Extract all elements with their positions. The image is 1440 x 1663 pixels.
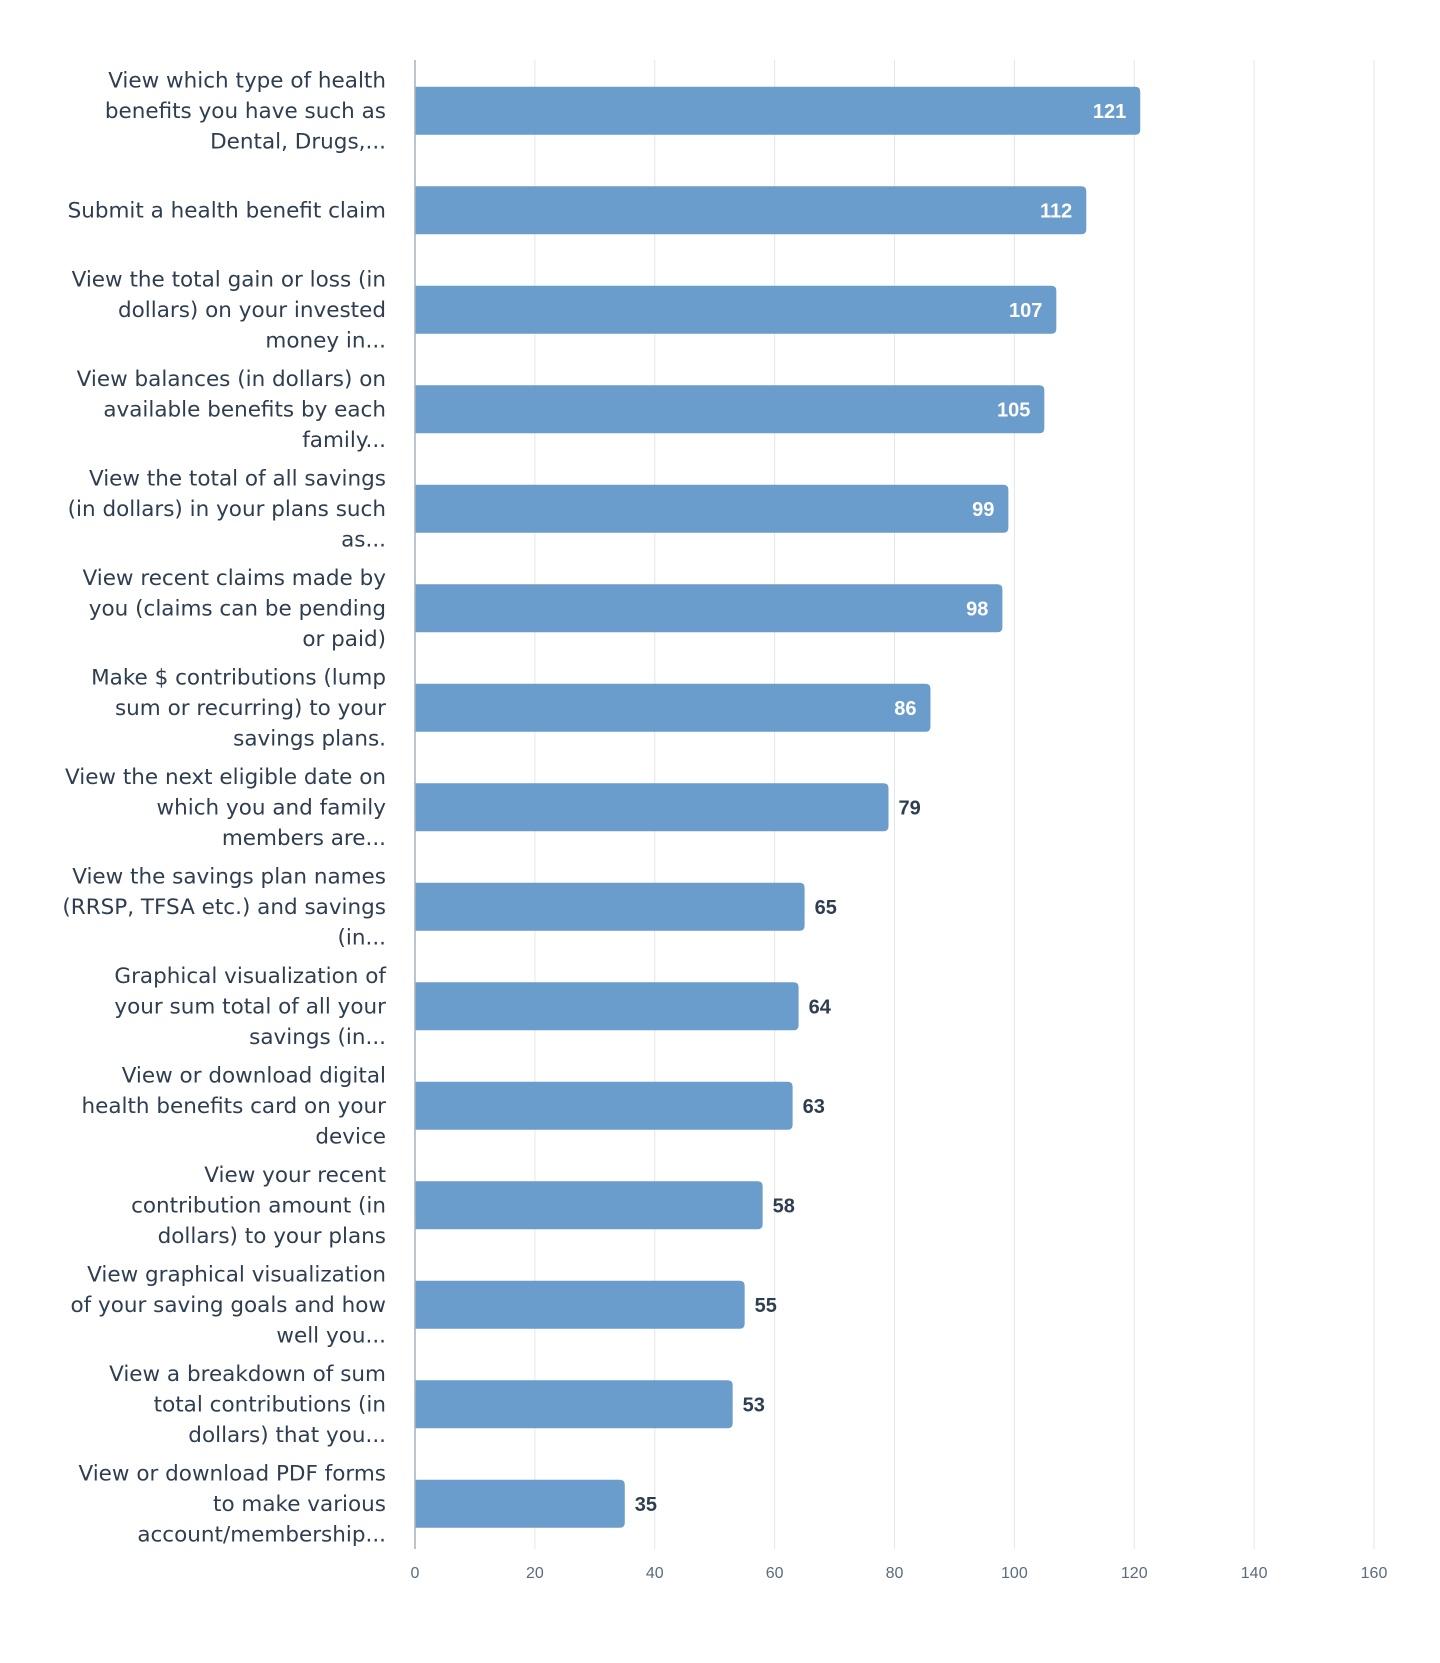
bar: [415, 1479, 625, 1528]
bar: [415, 1380, 733, 1429]
data-label: 112: [1040, 200, 1072, 222]
category-label: View balances (in dollars) on available b…: [77, 367, 386, 453]
x-tick-label: 20: [526, 1565, 544, 1582]
data-label: 86: [894, 698, 916, 720]
category-label: View the savings plan names (RRSP, TFSA e…: [62, 864, 386, 950]
bar: [415, 1181, 763, 1230]
data-label: 53: [743, 1394, 765, 1416]
x-tick-label: 100: [1001, 1565, 1028, 1582]
bar: [415, 484, 1009, 533]
data-label: 35: [635, 1494, 657, 1516]
x-tick-label: 80: [886, 1565, 904, 1582]
category-label: View recent claims made by you (claims ca…: [82, 566, 386, 652]
category-label: View which type of health benefits you ha…: [105, 68, 386, 154]
bar: [415, 285, 1057, 334]
category-label: View the total gain or loss (in dollars) …: [72, 267, 386, 353]
x-tick-label: 160: [1361, 1565, 1388, 1582]
x-tick-label: 0: [411, 1565, 420, 1582]
data-label: 98: [966, 598, 988, 620]
data-label: 121: [1093, 101, 1126, 123]
bar: [415, 385, 1045, 434]
data-label: 105: [997, 399, 1030, 421]
category-label: View your recent contribution amount (in d…: [131, 1163, 386, 1249]
bar: [415, 683, 931, 732]
data-label: 55: [755, 1295, 777, 1317]
category-labels: View which type of health benefits you ha…: [62, 68, 386, 1547]
data-label: 99: [972, 499, 994, 521]
category-label: View the next eligible date on which you …: [65, 765, 386, 851]
data-label: 107: [1009, 300, 1042, 322]
category-label: Graphical visualization of your sum total…: [114, 964, 386, 1050]
bars: [415, 86, 1141, 1528]
x-tick-label: 120: [1121, 1565, 1148, 1582]
x-axis-tick-labels: 0 20 40 60 80 100 120 140 160: [411, 1565, 1388, 1582]
bar: [415, 982, 799, 1031]
bar: [415, 584, 1003, 633]
bar: [415, 186, 1087, 235]
category-label: View the total of all savings (in dollars…: [68, 466, 386, 552]
bar: [415, 1081, 793, 1130]
data-label: 79: [899, 797, 921, 819]
category-label: Submit a health benefit claim: [68, 198, 386, 223]
data-label: 58: [773, 1195, 795, 1217]
category-label: View graphical visualization of your savi…: [70, 1262, 386, 1348]
x-tick-label: 140: [1241, 1565, 1268, 1582]
category-label: View or download PDF forms to make variou…: [78, 1461, 386, 1547]
data-labels: 121 112 107 105 99 98 86 79 65 64 63 58 55 53 35: [635, 101, 1126, 1516]
x-tick-label: 60: [766, 1565, 784, 1582]
data-label: 63: [803, 1096, 825, 1118]
bar: [415, 1280, 745, 1329]
bar: [415, 86, 1141, 135]
bar: [415, 882, 805, 931]
x-tick-label: 40: [646, 1565, 664, 1582]
data-label: 65: [815, 897, 837, 919]
category-label: Make $ contributions (lump sum or recurri…: [91, 665, 386, 751]
bar: [415, 783, 889, 832]
data-label: 64: [809, 996, 832, 1018]
category-label: View a breakdown of sum total contributio…: [109, 1362, 386, 1448]
category-label: View or download digital health benefits …: [81, 1063, 386, 1149]
